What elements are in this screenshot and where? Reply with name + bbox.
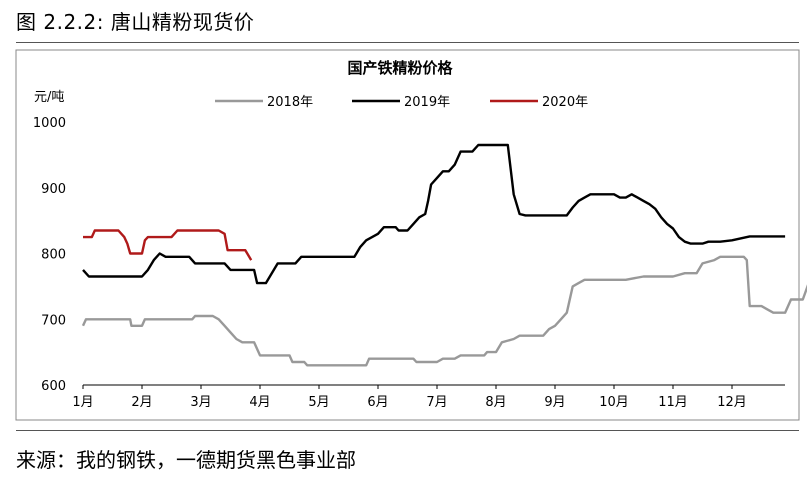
x-tick-label: 2月	[131, 395, 152, 410]
x-tick-label: 3月	[190, 395, 211, 410]
x-tick-label: 4月	[249, 395, 270, 410]
legend: 2018年 2019年 2020年	[215, 95, 588, 110]
top-rule	[16, 42, 799, 43]
x-tick-label: 7月	[426, 395, 447, 410]
y-tick-label: 900	[41, 182, 66, 197]
y-tick-label: 1000	[33, 116, 66, 131]
legend-label: 2019年	[404, 95, 450, 110]
series-line-2018年	[81, 255, 807, 367]
axes: 600 700 800 900 1000 1月 2月 3月 4月 5月 6月 7月 8月 9月 10月 11月…	[33, 116, 785, 410]
legend-label: 2018年	[267, 95, 313, 110]
bottom-rule	[16, 430, 799, 431]
x-tick-label: 5月	[308, 395, 329, 410]
source-note: 来源：我的钢铁，一德期货黑色事业部	[16, 448, 356, 472]
price-chart: 国产铁精粉价格 元/吨 2018年 2019年 2020年 600 700 800 900…	[15, 49, 807, 421]
chart-frame	[15, 49, 800, 421]
series-group	[81, 143, 807, 367]
legend-label: 2020年	[542, 95, 588, 110]
figure-title: 图 2.2.2: 唐山精粉现货价	[16, 10, 255, 34]
y-tick-label: 700	[41, 313, 66, 328]
y-tick-label: 800	[41, 248, 66, 263]
x-tick-label: 12月	[717, 395, 747, 410]
x-tick-label: 1月	[72, 395, 93, 410]
y-axis-label: 元/吨	[34, 90, 64, 105]
x-tick-label: 10月	[599, 395, 629, 410]
x-tick-label: 9月	[544, 395, 565, 410]
series-line-2020年	[83, 229, 253, 261]
x-tick-label: 8月	[485, 395, 506, 410]
y-tick-label: 600	[41, 379, 66, 394]
chart-title: 国产铁精粉价格	[347, 59, 453, 77]
x-tick-label: 6月	[367, 395, 388, 410]
series-line-2019年	[82, 143, 786, 285]
x-tick-label: 11月	[658, 395, 688, 410]
